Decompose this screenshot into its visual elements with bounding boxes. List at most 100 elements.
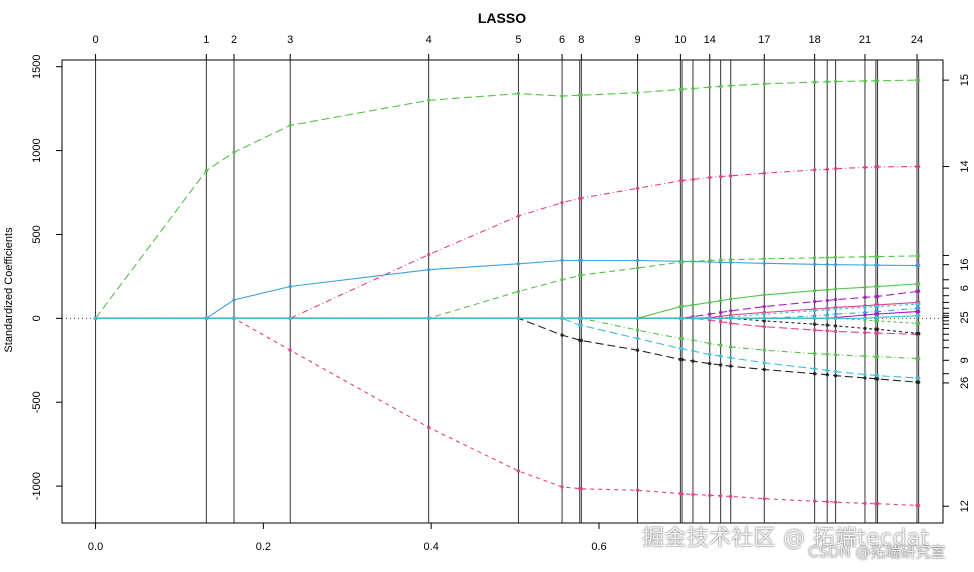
series-4-point-8	[579, 273, 584, 277]
series-line-1	[95, 317, 919, 507]
series-9-point-13	[708, 312, 712, 316]
top-step-label-3: 3	[287, 34, 293, 46]
top-step-label-9: 10	[674, 34, 686, 46]
top-step-label-11: 17	[758, 34, 770, 46]
series-1-point-18	[825, 499, 829, 504]
series-7-point-15	[729, 345, 733, 349]
series-5-point-11	[680, 347, 684, 351]
series-6-point-8	[579, 338, 584, 343]
series-2-point-17	[812, 168, 817, 172]
series-14-point-18	[825, 313, 829, 317]
series-17-point-0	[93, 316, 98, 321]
series-7-point-20	[863, 354, 867, 358]
series-1-point-4	[426, 425, 431, 430]
series-17-point-13	[708, 316, 712, 321]
y-tick-label-2: 0	[31, 315, 43, 321]
series-2-point-18	[825, 167, 829, 172]
series-0-point-3	[288, 123, 292, 128]
series-13-point-17	[812, 322, 817, 326]
series-17-point-6	[560, 316, 564, 321]
top-step-label-2: 2	[231, 34, 237, 46]
series-3-point-20	[863, 263, 867, 267]
series-11-point-24	[916, 302, 921, 306]
series-6-point-13	[708, 361, 712, 366]
top-step-label-4: 4	[426, 34, 432, 46]
series-line-17	[95, 315, 919, 319]
chart-title: LASSO	[478, 10, 526, 26]
series-2-point-12	[691, 177, 695, 182]
y-axis-label: Standardized Coefficients	[3, 227, 15, 353]
series-15-point-20	[863, 313, 867, 317]
series-1-point-24	[916, 503, 921, 508]
top-step-label-6: 6	[559, 34, 565, 46]
top-step-label-13: 21	[859, 34, 871, 46]
series-3-point-15	[729, 260, 733, 265]
series-14-point-20	[863, 310, 867, 315]
series-17-point-15	[729, 316, 733, 321]
series-4-point-13	[708, 258, 712, 263]
series-17-point-14	[718, 316, 723, 321]
series-2-point-22	[875, 165, 880, 169]
series-1-point-6	[560, 485, 564, 489]
series-4-point-12	[691, 259, 695, 264]
series-0-point-2	[232, 150, 236, 154]
series-7-point-24	[916, 357, 921, 361]
plot-frame	[61, 59, 944, 524]
series-8-point-17	[812, 288, 817, 293]
series-5-point-9	[635, 336, 640, 341]
series-17-point-1	[204, 316, 209, 321]
series-14-point-17	[812, 314, 817, 318]
series-12-point-18	[825, 329, 829, 333]
series-17-point-16	[762, 316, 766, 321]
series-line-2	[95, 165, 919, 319]
y-tick-label-1: -500	[31, 391, 43, 413]
top-step-labels: 0 1 2 3 4 5 6 8 9 10 14 17 18 21 24	[92, 34, 923, 60]
series-line-13	[95, 317, 919, 334]
series-6-point-18	[825, 373, 829, 377]
series-9-point-19	[833, 297, 838, 302]
series-5-point-17	[812, 366, 817, 371]
series-4-point-6	[560, 278, 564, 282]
series-0-point-14	[718, 84, 723, 89]
series-5-point-18	[825, 368, 829, 373]
series-6-point-16	[762, 367, 766, 372]
series-1-point-13	[708, 493, 712, 498]
series-5-point-14	[718, 354, 723, 358]
series-12-point-19	[833, 329, 838, 334]
series-11-point-18	[825, 308, 829, 312]
series-group	[93, 78, 921, 508]
series-14-point-22	[875, 309, 880, 314]
x-tick-label-0: 0.0	[88, 541, 103, 553]
series-line-5	[95, 317, 919, 379]
series-17-point-17	[812, 316, 817, 321]
series-14-point-19	[833, 312, 838, 316]
series-line-11	[95, 303, 919, 319]
series-14-point-24	[916, 306, 921, 310]
series-13-point-19	[833, 324, 838, 328]
series-17-point-8	[579, 316, 584, 321]
series-1-point-20	[863, 501, 867, 506]
series-4-point-24	[916, 254, 921, 258]
top-step-label-14: 24	[911, 34, 923, 46]
series-4-point-17	[812, 256, 817, 260]
series-0-point-20	[863, 79, 867, 83]
series-3-point-22	[875, 263, 880, 267]
series-4-point-19	[833, 255, 838, 259]
series-0-point-6	[560, 94, 564, 98]
series-0-point-24	[916, 78, 921, 82]
series-13-point-16	[762, 319, 766, 323]
series-17-point-12	[691, 316, 695, 321]
right-label-3: 6	[959, 285, 971, 291]
series-15-point-22	[875, 312, 880, 316]
series-13-point-22	[875, 327, 880, 331]
series-1-point-15	[729, 494, 733, 499]
series-6-point-20	[863, 376, 867, 380]
series-9-point-15	[729, 309, 733, 313]
y-axis: -1000 -500 0 500 1000 1500	[31, 54, 62, 500]
series-3-point-2	[232, 298, 236, 302]
series-7-point-11	[680, 336, 684, 341]
series-line-7	[95, 317, 919, 360]
series-12-point-22	[875, 331, 880, 335]
